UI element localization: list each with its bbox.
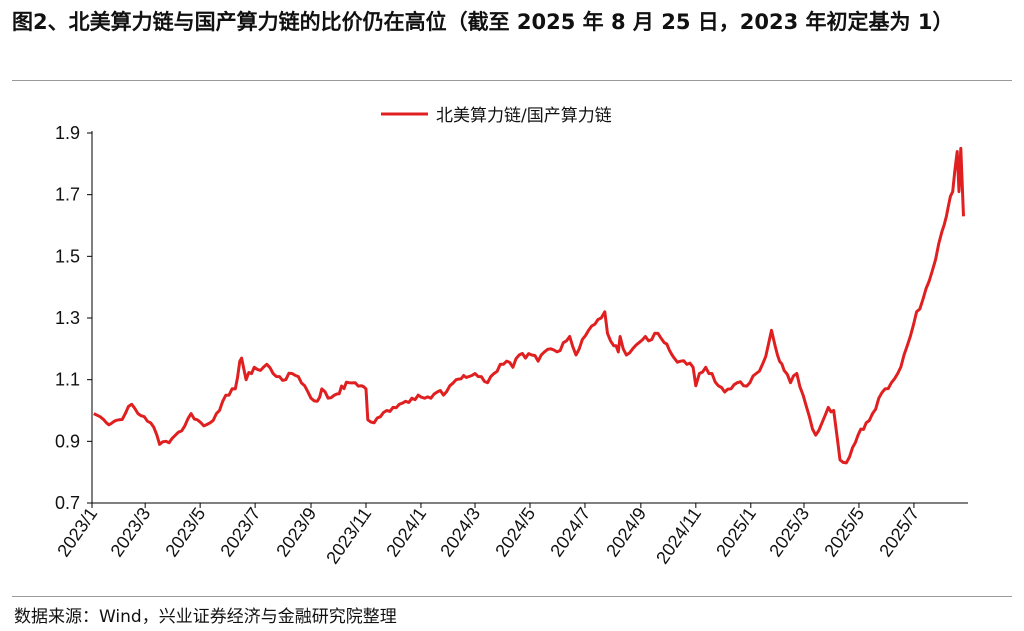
x-tick-label: 2024/11 (652, 504, 705, 568)
x-tick-label: 2024/9 (602, 504, 650, 561)
series-line (93, 146, 965, 465)
chart-title: 图2、北美算力链与国产算力链的比价仍在高位（截至 2025 年 8 月 25 日… (12, 10, 954, 34)
x-tick-label: 2025/5 (820, 504, 868, 561)
x-tick-label: 2024/7 (546, 504, 594, 561)
series-group (93, 146, 965, 465)
x-tick-label: 2023/9 (272, 504, 320, 561)
x-tick-label: 2025/1 (712, 504, 760, 561)
x-tick-label: 2024/3 (436, 504, 484, 561)
x-tick-label: 2024/1 (382, 504, 430, 561)
y-tick-label: 0.7 (55, 493, 80, 513)
x-axis: 2023/1 2023/3 2023/5 2023/7 2023/9 2023/11 202… (53, 502, 968, 568)
x-tick-label: 2025/7 (875, 504, 923, 561)
x-tick-label: 2023/11 (322, 504, 375, 568)
legend: 北美算力链/国产算力链 (381, 106, 612, 126)
x-tick-label: 2023/7 (216, 504, 264, 561)
y-tick-label: 1.1 (55, 370, 80, 390)
x-tick-label: 2023/5 (161, 504, 209, 561)
y-tick-label: 1.3 (55, 308, 80, 328)
x-tick-label: 2024/5 (491, 504, 539, 561)
legend-label: 北美算力链/国产算力链 (436, 106, 612, 126)
y-tick-label: 1.5 (55, 246, 80, 266)
y-tick-label: 1.9 (55, 123, 80, 143)
x-tick-label: 2025/3 (765, 504, 813, 561)
source-note: 数据来源：Wind，兴业证券经济与金融研究院整理 (14, 607, 397, 627)
y-tick-label: 0.9 (55, 431, 80, 451)
y-tick-label: 1.7 (55, 185, 80, 205)
y-axis: 0.7 0.9 1.1 1.3 1.5 1.7 1.9 (55, 123, 93, 513)
top-rule (12, 80, 1012, 81)
bottom-rule (12, 596, 1012, 597)
x-tick-label: 2023/3 (106, 504, 154, 561)
